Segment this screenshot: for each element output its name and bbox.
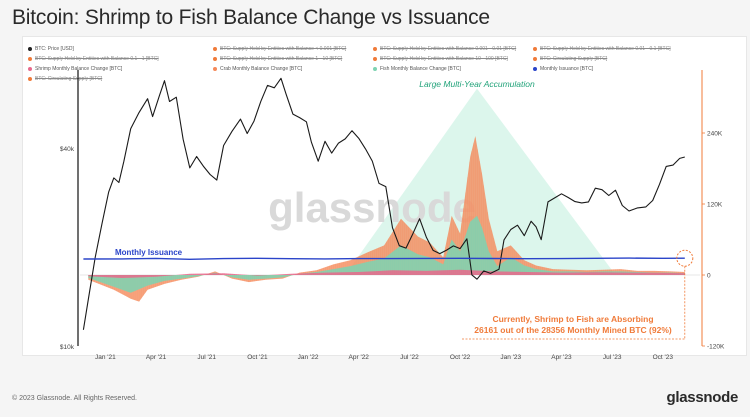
legend-swatch bbox=[28, 67, 32, 71]
issuance-line bbox=[83, 257, 685, 261]
legend-swatch bbox=[373, 67, 377, 71]
legend-swatch bbox=[533, 57, 537, 61]
y-right-tick-label: 240K bbox=[707, 131, 723, 138]
x-tick-label: Jan '21 bbox=[95, 354, 116, 361]
price-line bbox=[82, 77, 685, 330]
legend-swatch bbox=[533, 67, 537, 71]
legend-swatch bbox=[28, 77, 32, 81]
legend-swatch bbox=[28, 47, 32, 51]
legend-item[interactable]: BTC: Supply Held by Entities with Balanc… bbox=[533, 46, 671, 52]
x-tick-label: Jan '22 bbox=[298, 354, 319, 361]
legend-item[interactable]: BTC: Supply Held by Entities with Balanc… bbox=[373, 56, 508, 62]
legend-label: BTC: Supply Held by Entities with Balanc… bbox=[540, 46, 671, 52]
x-tick-label: Jul '21 bbox=[197, 354, 216, 361]
legend-item[interactable]: BTC: Supply Held by Entities with Balanc… bbox=[28, 56, 159, 62]
x-tick-label: Jan '23 bbox=[500, 354, 521, 361]
issuance-annotation: Monthly Issuance bbox=[115, 248, 183, 257]
legend-item[interactable]: BTC: Supply Held by Entities with Balanc… bbox=[213, 46, 346, 52]
legend-item[interactable]: Fish Monthly Balance Change [BTC] bbox=[373, 66, 461, 72]
legend-item[interactable]: BTC: Supply Held by Entities with Balanc… bbox=[213, 56, 342, 62]
y-left-tick-label: $40k bbox=[60, 146, 75, 153]
accumulation-annotation: Large Multi-Year Accumulation bbox=[419, 79, 535, 89]
callout-line-1: Currently, Shrimp to Fish are Absorbing bbox=[492, 314, 653, 324]
chart-title: Bitcoin: Shrimp to Fish Balance Change v… bbox=[12, 6, 490, 29]
legend-item[interactable]: BTC: Supply Held by Entities with Balanc… bbox=[373, 46, 516, 52]
y-right-tick-label: -120K bbox=[707, 344, 725, 351]
legend-swatch bbox=[213, 47, 217, 51]
brand-logo-text: glassnode bbox=[666, 389, 739, 406]
series-area-shrimp bbox=[88, 269, 685, 278]
legend-label: Shrimp Monthly Balance Change [BTC] bbox=[35, 66, 123, 72]
legend-swatch bbox=[533, 47, 537, 51]
y-left-tick-label: $10k bbox=[60, 344, 75, 351]
x-tick-label: Apr '21 bbox=[146, 354, 167, 361]
legend-label: BTC: Supply Held by Entities with Balanc… bbox=[220, 46, 347, 52]
legend-label: Crab Monthly Balance Change [BTC] bbox=[220, 66, 303, 72]
legend-label: Monthly Issuance [BTC] bbox=[540, 66, 594, 72]
legend-swatch bbox=[373, 57, 377, 61]
y-right-tick-label: 120K bbox=[707, 202, 723, 209]
legend-swatch bbox=[28, 57, 32, 61]
legend-item[interactable]: BTC: Circulating Supply [BTC] bbox=[533, 56, 607, 62]
legend-item[interactable]: Crab Monthly Balance Change [BTC] bbox=[213, 66, 302, 72]
x-tick-label: Oct '22 bbox=[450, 354, 471, 361]
legend-label: BTC: Circulating Supply [BTC] bbox=[540, 56, 608, 62]
legend-label: BTC: Supply Held by Entities with Balanc… bbox=[220, 56, 343, 62]
legend-swatch bbox=[373, 47, 377, 51]
x-tick-label: Apr '22 bbox=[349, 354, 370, 361]
legend-label: BTC: Circulating Supply [BTC] bbox=[35, 76, 103, 82]
legend-item[interactable]: Monthly Issuance [BTC] bbox=[533, 66, 593, 72]
legend-label: BTC: Price [USD] bbox=[35, 46, 74, 52]
chart-panel bbox=[22, 36, 747, 356]
x-tick-label: Oct '21 bbox=[247, 354, 268, 361]
legend-swatch bbox=[213, 67, 217, 71]
legend-item[interactable]: Shrimp Monthly Balance Change [BTC] bbox=[28, 66, 122, 72]
y-right-tick-label: 0 bbox=[707, 273, 711, 280]
x-tick-label: Oct '23 bbox=[653, 354, 674, 361]
legend-swatch bbox=[213, 57, 217, 61]
x-tick-label: Jul '22 bbox=[400, 354, 419, 361]
legend-item[interactable]: BTC: Circulating Supply [BTC] bbox=[28, 76, 102, 82]
legend-label: BTC: Supply Held by Entities with Balanc… bbox=[380, 56, 508, 62]
watermark-text: glassnode bbox=[268, 184, 476, 231]
legend-label: BTC: Supply Held by Entities with Balanc… bbox=[35, 56, 159, 62]
copyright-text: © 2023 Glassnode. All Rights Reserved. bbox=[12, 395, 138, 402]
legend-item[interactable]: BTC: Price [USD] bbox=[28, 46, 74, 52]
x-tick-label: Apr '23 bbox=[551, 354, 572, 361]
x-tick-label: Jul '23 bbox=[603, 354, 622, 361]
callout-line-2: 26161 out of the 28356 Monthly Mined BTC… bbox=[474, 325, 672, 335]
legend-label: Fish Monthly Balance Change [BTC] bbox=[380, 66, 461, 72]
legend-label: BTC: Supply Held by Entities with Balanc… bbox=[380, 46, 517, 52]
